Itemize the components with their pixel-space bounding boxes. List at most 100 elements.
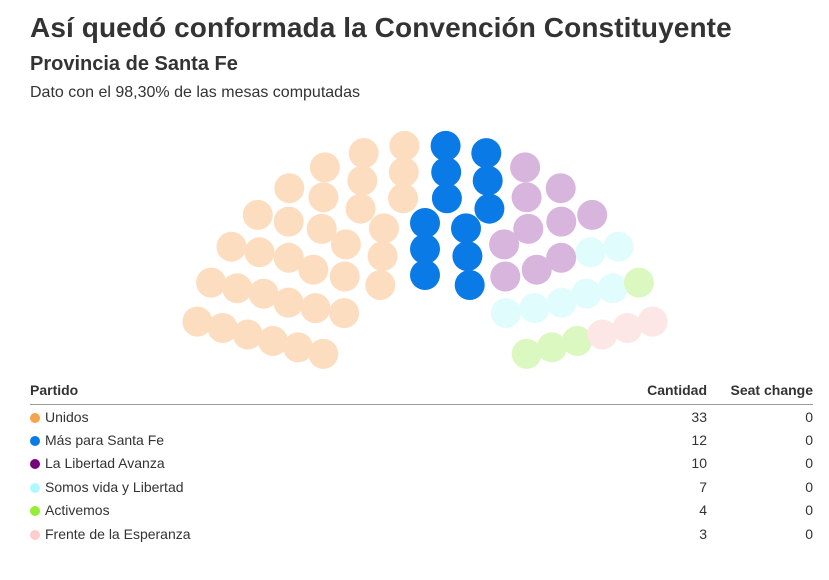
seat-mark <box>345 193 376 224</box>
seat-mark <box>410 208 440 238</box>
seat-mark <box>451 213 481 244</box>
seat-mark <box>329 261 360 292</box>
seat-mark <box>511 338 542 369</box>
chart-subtitle: Provincia de Santa Fe <box>30 53 238 75</box>
seat-mark <box>365 270 396 300</box>
seat-mark <box>430 130 461 161</box>
seat-mark <box>454 270 485 300</box>
party-cell: La Libertad Avanza <box>30 452 597 475</box>
seat-mark <box>257 326 288 356</box>
legend-color-dot <box>30 506 40 517</box>
seat-change: 0 <box>805 432 813 449</box>
party-name: Más para Santa Fe <box>45 432 165 449</box>
seat-mark <box>274 173 305 204</box>
table-header-row: Partido Cantidad Seat change <box>30 381 813 405</box>
seat-mark <box>562 326 593 356</box>
seat-mark <box>431 183 462 214</box>
chart-note: Dato con el 98,30% de las mesas computad… <box>30 84 360 101</box>
party-name: La Libertad Avanza <box>45 455 165 472</box>
seat-mark <box>410 234 440 264</box>
seat-change: 0 <box>805 478 813 495</box>
seat-mark <box>471 138 502 169</box>
seat-count: 3 <box>699 525 707 542</box>
seat-mark <box>369 213 399 244</box>
seat-mark <box>389 130 420 161</box>
seat-mark <box>388 183 419 214</box>
seat-count: 7 <box>699 478 707 495</box>
seat-mark <box>222 273 253 304</box>
seat-mark <box>242 199 273 230</box>
seat-mark <box>248 278 279 309</box>
seat-mark <box>329 298 360 329</box>
legend-color-dot <box>30 529 40 540</box>
party-cell: Más para Santa Fe <box>30 428 597 451</box>
party-name: Frente de la Esperanza <box>45 525 191 542</box>
seat-mark <box>348 138 379 169</box>
seat-change: 0 <box>805 502 813 519</box>
seat-mark <box>273 287 304 318</box>
seat-mark <box>232 319 263 350</box>
seat-mark <box>283 332 314 363</box>
table-row: Activemos 4 0 <box>30 499 813 522</box>
seat-mark <box>587 319 618 350</box>
seat-mark <box>490 261 521 292</box>
seat-mark <box>244 237 275 268</box>
seat-mark <box>545 173 576 204</box>
legend-color-dot <box>30 412 40 423</box>
party-cell: Frente de la Esperanza <box>30 522 597 545</box>
seat-count: 12 <box>691 432 707 449</box>
seat-mark <box>490 298 521 329</box>
seat-count: 10 <box>691 455 707 472</box>
table-row: Somos vida y Libertad 7 0 <box>30 475 813 498</box>
seat-mark <box>367 241 398 272</box>
seat-mark <box>472 165 503 196</box>
table-row: Más para Santa Fe 12 0 <box>30 428 813 451</box>
seat-change: 0 <box>805 455 813 472</box>
seat-mark <box>182 306 213 337</box>
legend-color-dot <box>30 482 40 493</box>
seat-mark <box>300 293 331 324</box>
parliament-chart <box>182 130 668 369</box>
table-row: Unidos 33 0 <box>30 405 813 429</box>
seat-mark <box>546 206 577 237</box>
seat-mark <box>597 273 628 304</box>
party-cell: Activemos <box>30 499 597 522</box>
seat-mark <box>521 254 552 285</box>
seat-mark <box>575 237 606 268</box>
seat-mark <box>306 213 337 244</box>
seat-mark <box>309 152 340 183</box>
seat-mark <box>623 267 654 298</box>
seat-count: 4 <box>699 502 707 519</box>
seat-mark <box>603 231 634 262</box>
seat-mark <box>571 278 602 309</box>
results-table: Partido Cantidad Seat change Unidos 33 0 Má… <box>30 381 813 545</box>
seat-mark <box>513 213 544 244</box>
seat-count: 33 <box>691 408 707 425</box>
chart-title: Así quedó conformada la Convención Const… <box>30 12 732 43</box>
seat-mark <box>452 241 483 272</box>
table-row: Frente de la Esperanza 3 0 <box>30 522 813 545</box>
seat-mark <box>577 199 608 230</box>
seat-mark <box>273 242 304 273</box>
seat-mark <box>431 157 462 188</box>
party-cell: Unidos <box>30 405 597 429</box>
seat-mark <box>637 306 668 337</box>
seat-mark <box>273 206 304 237</box>
party-cell: Somos vida y Libertad <box>30 475 597 498</box>
seat-mark <box>474 193 505 224</box>
seat-mark <box>347 165 378 196</box>
table-row: La Libertad Avanza 10 0 <box>30 452 813 475</box>
seat-mark <box>489 229 520 260</box>
seat-mark <box>207 313 238 343</box>
seat-change: 0 <box>805 408 813 425</box>
seat-mark <box>536 332 567 363</box>
legend-color-dot <box>30 459 40 470</box>
seat-change: 0 <box>805 525 813 542</box>
party-name: Activemos <box>45 502 110 519</box>
seat-mark <box>216 231 247 262</box>
party-name: Somos vida y Libertad <box>45 478 184 495</box>
seat-mark <box>511 182 542 213</box>
seat-mark <box>546 287 577 318</box>
seat-mark <box>546 242 577 273</box>
column-header-seat-change: Seat change <box>707 381 813 405</box>
